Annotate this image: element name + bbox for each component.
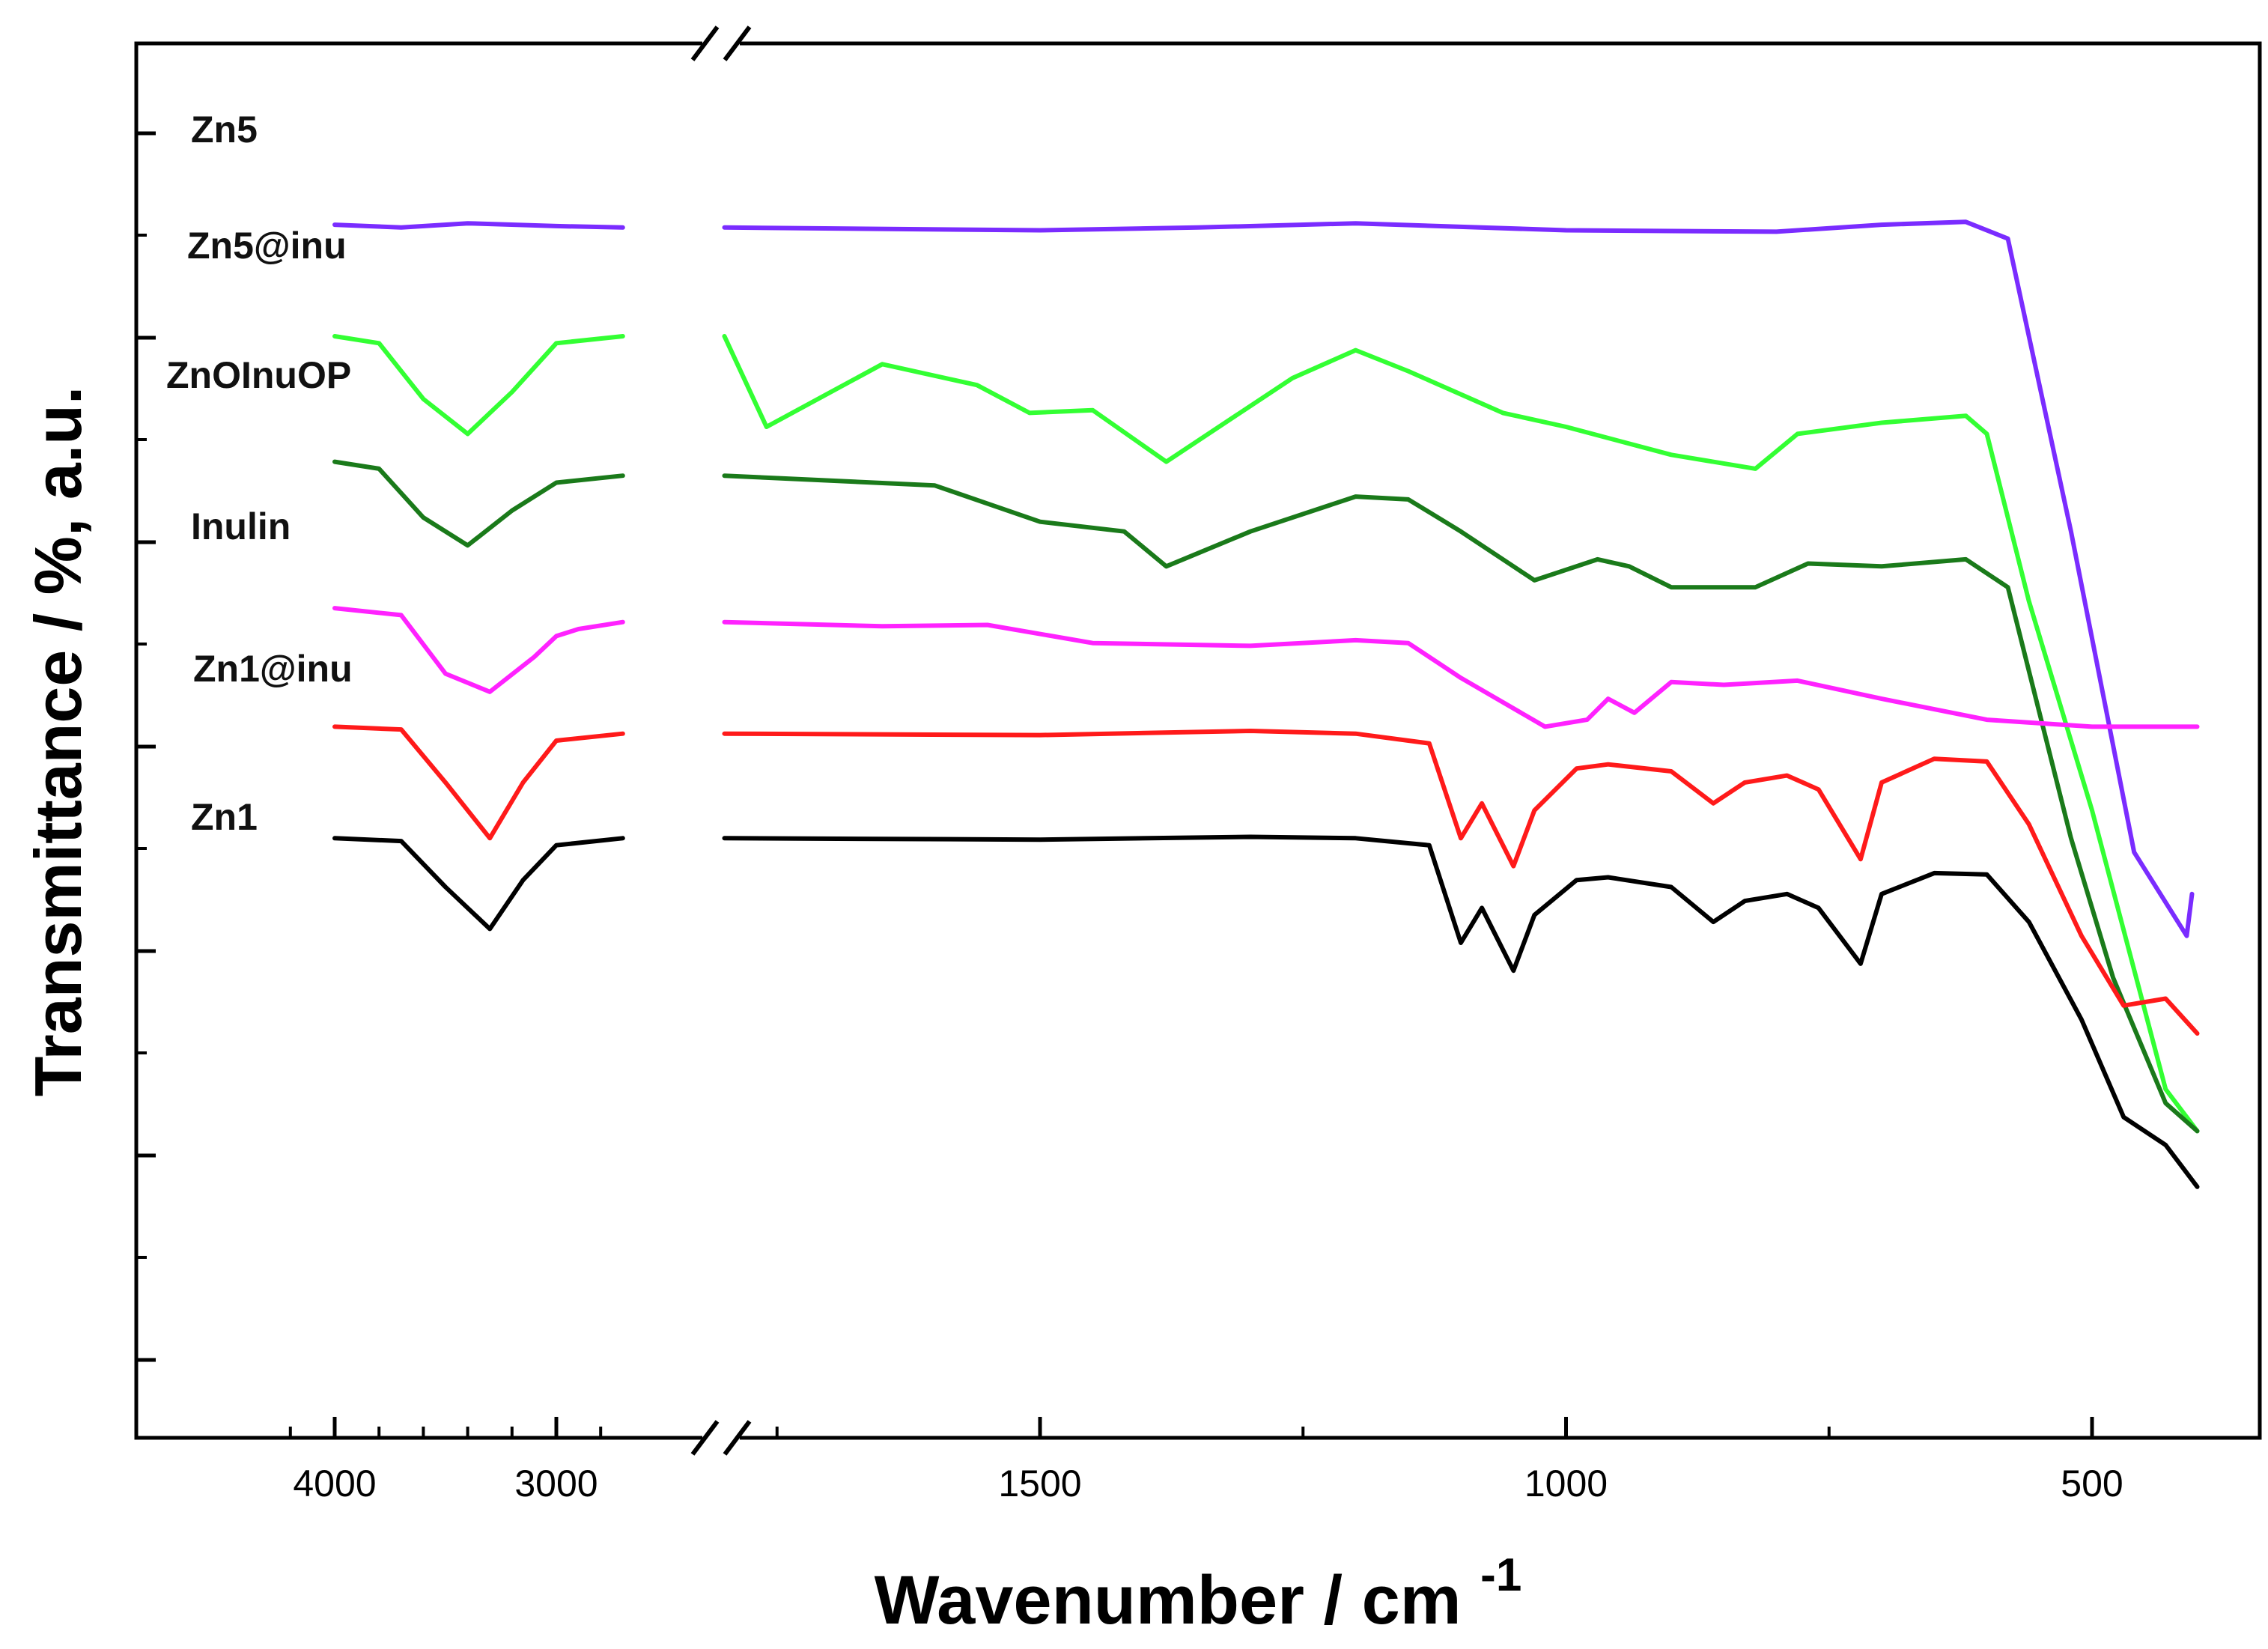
axis-break-slash (690, 1420, 720, 1456)
x-axis-title-text: Wavenumber / cm (875, 1562, 1462, 1639)
series-labels: Zn5 Zn5@inu ZnOInuOP Inulin Zn1@inu Zn1 (166, 109, 353, 838)
x-axis-ticks: 4000 3000 1500 1000 500 (288, 1417, 2123, 1504)
series-label-znoinuop: ZnOInuOP (166, 354, 351, 396)
series-line-zn5-inu (332, 334, 625, 437)
series-label-zn5-inu: Zn5@inu (187, 225, 347, 267)
series-line-zn1 (722, 834, 2200, 1189)
series-label-inulin: Inulin (191, 505, 291, 547)
series-line-inulin (722, 619, 2200, 729)
series-line-zn5 (722, 219, 2195, 938)
x-tick-label: 500 (2061, 1463, 2123, 1504)
series-line-inulin (332, 606, 625, 694)
x-axis-title-superscript: -1 (1480, 1549, 1521, 1601)
series-line-znoinuop (332, 459, 625, 548)
axis-break-marks (690, 25, 752, 1456)
series-line-zn5-inu (722, 334, 2200, 1134)
x-tick-label: 1500 (998, 1463, 1081, 1504)
axis-break-slash (690, 25, 720, 61)
x-tick-label: 3000 (514, 1463, 598, 1504)
series-line-zn1-inu (332, 724, 625, 841)
plot-frame (134, 41, 2262, 1440)
y-axis-ticks (136, 131, 156, 1362)
series-line-znoinuop (722, 473, 2200, 1134)
axis-break-slash (723, 25, 752, 61)
series-label-zn1: Zn1 (191, 796, 258, 838)
axis-break-slash (723, 1420, 752, 1456)
x-axis-title: Wavenumber / cm -1 (875, 1549, 1522, 1639)
x-tick-label: 4000 (293, 1463, 376, 1504)
series-label-zn1-inu: Zn1@inu (193, 648, 353, 690)
series-layer (332, 219, 2200, 1189)
x-tick-label: 1000 (1524, 1463, 1608, 1504)
series-line-zn5 (332, 221, 625, 230)
y-axis-title: Transmittance / %, a.u. (21, 386, 95, 1097)
series-line-zn1-inu (722, 729, 2200, 1036)
series-label-zn5: Zn5 (191, 109, 258, 151)
series-line-zn1 (332, 836, 625, 932)
